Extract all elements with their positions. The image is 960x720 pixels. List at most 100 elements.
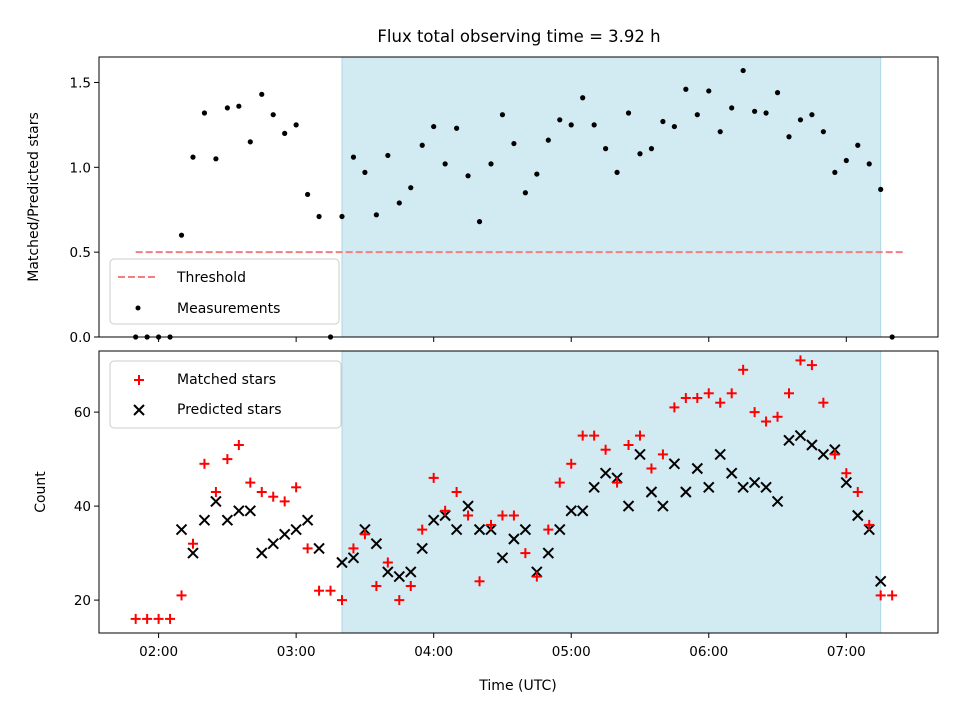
bottom-legend-box xyxy=(109,360,342,429)
top-panel: 0.0 0.5 1.0 1.5 Matched/Predicted stars Thr… xyxy=(26,56,939,346)
predicted-star-point xyxy=(645,486,658,498)
top-legend: Threshold Measurements xyxy=(109,258,340,325)
measurement-point xyxy=(568,122,574,128)
matched-star-point xyxy=(176,590,187,601)
bottom-panel: 20 40 60 02:00 03:00 04:00 05:00 06:00 07:00 Co… xyxy=(33,350,939,694)
predicted-star-point xyxy=(806,439,818,451)
matched-star-point xyxy=(382,557,393,568)
matched-star-point xyxy=(245,477,256,488)
measurement-point xyxy=(476,219,483,225)
measurement-point xyxy=(683,86,689,92)
predicted-star-point xyxy=(427,514,440,526)
matched-star-point xyxy=(646,463,657,474)
chart-title: Flux total observing time = 3.92 h xyxy=(377,27,660,46)
measurement-point xyxy=(866,161,872,167)
bottom-x-tick-label: 03:00 xyxy=(277,644,316,660)
matched-star-point xyxy=(394,595,405,606)
matched-star-point xyxy=(325,585,336,596)
measurement-point xyxy=(843,157,849,164)
measurement-point xyxy=(809,112,815,118)
bottom-x-tick-label: 02:00 xyxy=(139,644,178,660)
matched-star-point xyxy=(279,496,290,507)
predicted-star-point xyxy=(382,566,394,578)
measurement-point xyxy=(511,140,517,147)
measurement-point xyxy=(259,91,265,97)
bottom-x-tick-label: 06:00 xyxy=(689,644,728,660)
measurement-point xyxy=(236,103,242,109)
bottom-shaded-region xyxy=(341,350,882,634)
matched-star-point xyxy=(291,482,302,493)
predicted-star-point xyxy=(588,481,600,494)
matched-star-point xyxy=(864,519,875,530)
bottom-y-tick-label: 20 xyxy=(74,593,91,609)
measurement-point xyxy=(408,185,414,191)
measurement-point xyxy=(557,117,563,123)
top-y-ticks: 0.0 0.5 1.0 1.5 xyxy=(70,75,99,346)
measurement-point xyxy=(362,169,368,175)
measurement-point xyxy=(637,151,643,157)
measurement-point xyxy=(373,212,379,218)
matched-star-point xyxy=(440,505,451,516)
measurement-point xyxy=(190,154,196,160)
predicted-star-point xyxy=(233,505,245,517)
measurement-point xyxy=(213,156,219,162)
predicted-star-point xyxy=(783,434,795,447)
top-y-tick-label: 1.5 xyxy=(70,75,91,91)
threshold-legend-label: Threshold xyxy=(176,270,246,286)
measurement-point xyxy=(488,161,494,167)
predicted-star-point xyxy=(542,547,555,559)
count-points xyxy=(130,355,898,624)
predicted-star-point xyxy=(301,514,314,526)
matched-star-point xyxy=(314,585,325,596)
matched-star-point xyxy=(875,590,886,601)
predicted-star-point xyxy=(680,486,692,498)
matched-star-point xyxy=(359,529,370,540)
measurement-point xyxy=(282,130,288,136)
predicted-star-point xyxy=(817,448,830,461)
predicted-star-point xyxy=(657,500,669,512)
x-axis-label: Time (UTC) xyxy=(478,678,556,694)
predicted-star-point xyxy=(599,467,612,479)
measurements-legend-label: Measurements xyxy=(177,301,280,317)
predicted-star-point xyxy=(256,547,268,559)
measurements-legend-swatch xyxy=(135,305,141,311)
predicted-star-point xyxy=(210,495,222,508)
matched-star-point xyxy=(520,548,531,559)
measurement-point xyxy=(454,125,460,131)
top-legend-box xyxy=(109,258,340,325)
matched-star-point xyxy=(612,477,623,488)
predicted-star-point xyxy=(267,537,279,550)
measurement-point xyxy=(591,122,597,128)
predicted-star-point xyxy=(554,523,566,536)
measurement-point xyxy=(293,122,299,128)
bottom-x-tick-label: 07:00 xyxy=(827,644,866,660)
matched-star-point xyxy=(657,449,668,460)
measurement-point xyxy=(729,105,735,111)
matched-star-point xyxy=(738,364,749,375)
bottom-x-tick-label: 04:00 xyxy=(414,644,453,660)
matched-star-point xyxy=(485,519,496,530)
matched-star-point xyxy=(130,613,141,624)
predicted-star-point xyxy=(576,505,589,517)
predicted-star-point xyxy=(748,476,761,489)
measurement-point xyxy=(350,154,357,160)
predicted-star-point xyxy=(760,481,772,494)
measurement-point xyxy=(648,146,655,152)
predicted-star-point xyxy=(175,523,188,536)
predicted-star-point xyxy=(336,556,348,569)
matched-legend-swatch xyxy=(134,375,144,385)
predicted-star-point xyxy=(714,448,726,461)
measurement-point xyxy=(522,190,528,196)
measurement-points xyxy=(133,67,895,340)
predicted-star-point xyxy=(278,528,291,541)
bottom-y-ticks: 20 40 60 xyxy=(74,405,99,609)
predicted-star-point xyxy=(852,509,864,522)
matched-star-point xyxy=(302,543,313,554)
measurement-point xyxy=(396,200,402,206)
matched-star-point xyxy=(233,440,244,450)
predicted-star-point xyxy=(496,552,509,564)
measurement-point xyxy=(797,117,804,123)
matched-star-point xyxy=(680,393,691,403)
top-y-axis-label: Matched/Predicted stars xyxy=(26,112,42,282)
